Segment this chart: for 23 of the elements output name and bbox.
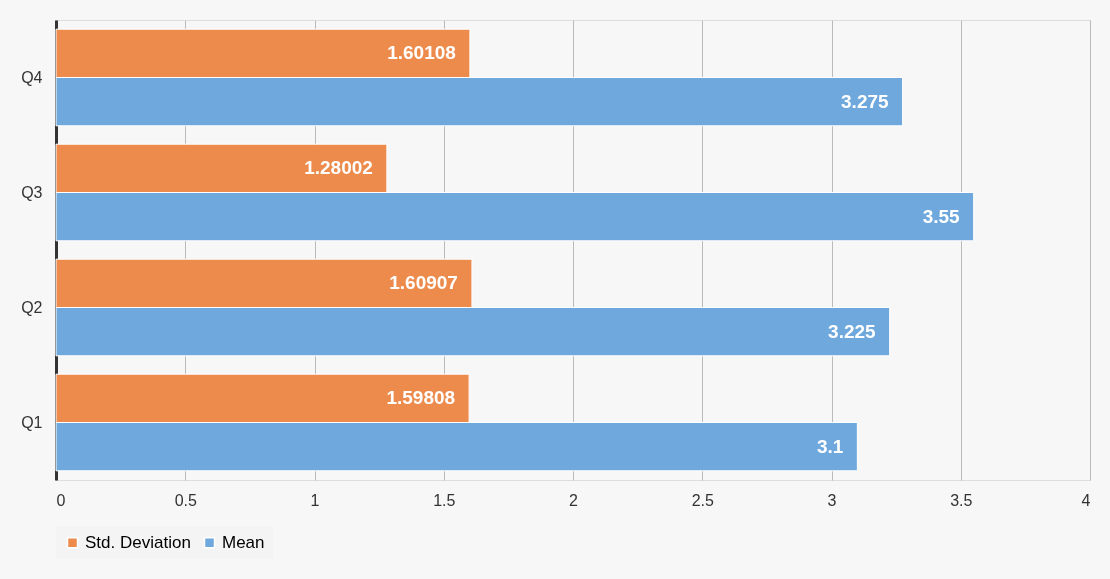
data-label: 3.275 — [841, 90, 890, 112]
x-tick-label: 3.5 — [950, 491, 973, 509]
data-label: 1.60108 — [387, 42, 456, 64]
data-label: 1.28002 — [304, 157, 373, 179]
data-label: 3.225 — [828, 320, 877, 342]
y-tick-label: Q1 — [21, 413, 43, 431]
x-tick-label: 0.5 — [174, 491, 197, 509]
x-tick-label: 1 — [310, 491, 320, 509]
data-label: 3.1 — [816, 435, 844, 457]
legend-label: Std. Deviation — [85, 532, 191, 552]
y-tick-label: Q4 — [21, 68, 43, 86]
x-tick-label: 2.5 — [691, 491, 714, 509]
y-tick-label: Q3 — [21, 183, 43, 201]
x-tick-label: 4 — [1081, 491, 1091, 509]
legend-label: Mean — [222, 532, 265, 552]
data-label: 1.60907 — [389, 272, 458, 294]
data-label: 1.59808 — [386, 387, 456, 409]
x-tick-label: 1.5 — [433, 491, 456, 509]
data-label: 3.55 — [922, 205, 961, 227]
x-tick-label: 0 — [56, 491, 66, 509]
x-tick-label: 2 — [569, 491, 579, 509]
y-tick-label: Q2 — [21, 298, 43, 316]
x-tick-label: 3 — [827, 491, 837, 509]
